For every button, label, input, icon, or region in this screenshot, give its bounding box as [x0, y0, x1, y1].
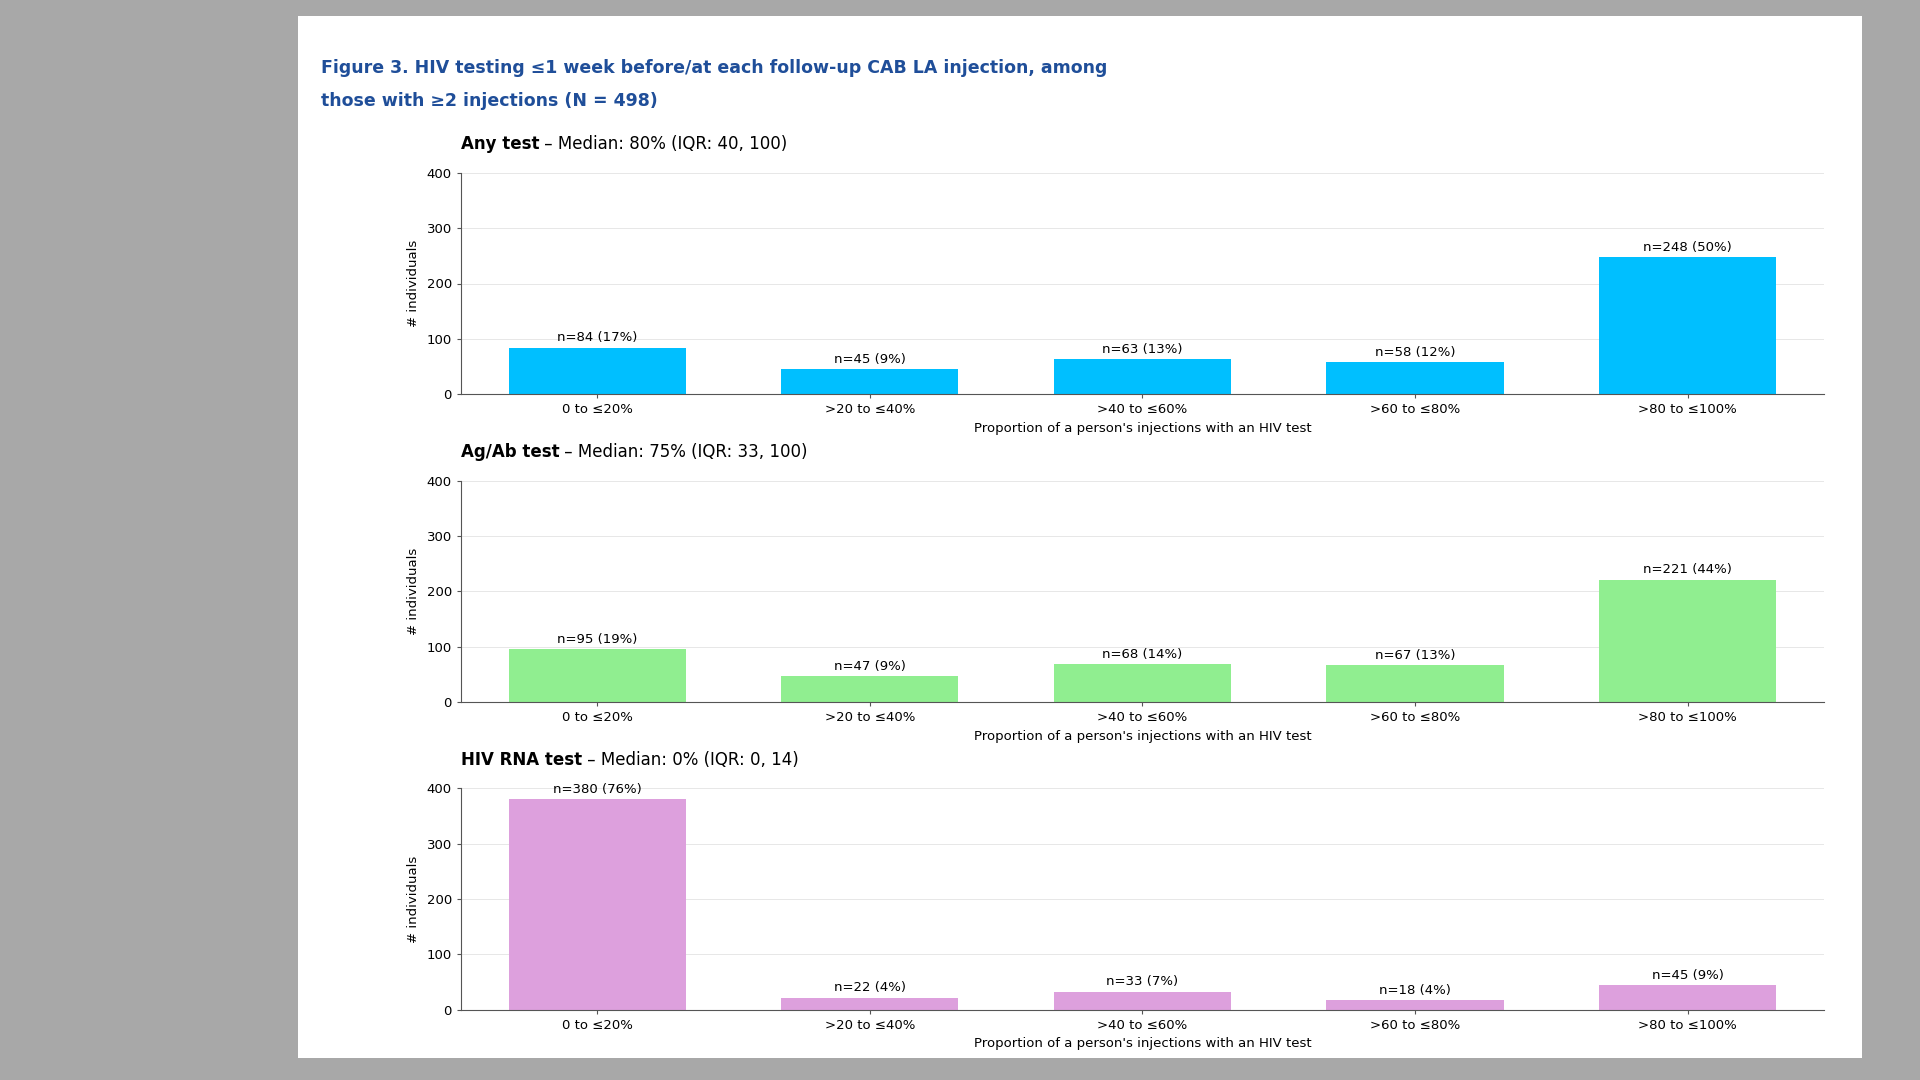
Bar: [1327, 362, 1503, 394]
Text: n=380 (76%): n=380 (76%): [553, 783, 641, 796]
Text: – Median: 75% (IQR: 33, 100): – Median: 75% (IQR: 33, 100): [559, 443, 808, 461]
Bar: [1327, 1000, 1503, 1010]
X-axis label: Proportion of a person's injections with an HIV test: Proportion of a person's injections with…: [973, 730, 1311, 743]
Text: n=58 (12%): n=58 (12%): [1375, 346, 1455, 359]
Bar: [781, 369, 958, 394]
Text: n=33 (7%): n=33 (7%): [1106, 975, 1179, 988]
Text: Any test: Any test: [461, 135, 540, 153]
Bar: [1327, 665, 1503, 702]
Bar: [509, 649, 685, 702]
Text: Figure 3. HIV testing ≤1 week before/at each follow-up CAB LA injection, among: Figure 3. HIV testing ≤1 week before/at …: [321, 59, 1108, 78]
Text: n=95 (19%): n=95 (19%): [557, 633, 637, 646]
Text: – Median: 80% (IQR: 40, 100): – Median: 80% (IQR: 40, 100): [540, 135, 787, 153]
Text: n=47 (9%): n=47 (9%): [833, 660, 906, 673]
Text: n=45 (9%): n=45 (9%): [1651, 969, 1724, 982]
Text: Ag/Ab test: Ag/Ab test: [461, 443, 559, 461]
Text: n=221 (44%): n=221 (44%): [1644, 564, 1732, 577]
Bar: [781, 676, 958, 702]
Text: n=84 (17%): n=84 (17%): [557, 332, 637, 345]
Text: n=18 (4%): n=18 (4%): [1379, 984, 1452, 997]
Text: n=63 (13%): n=63 (13%): [1102, 343, 1183, 356]
Text: – Median: 0% (IQR: 0, 14): – Median: 0% (IQR: 0, 14): [582, 751, 799, 769]
Text: n=68 (14%): n=68 (14%): [1102, 648, 1183, 661]
Y-axis label: # individuals: # individuals: [407, 240, 420, 327]
Bar: [509, 348, 685, 394]
Bar: [1054, 664, 1231, 702]
Text: n=45 (9%): n=45 (9%): [833, 353, 906, 366]
Text: n=67 (13%): n=67 (13%): [1375, 649, 1455, 662]
Bar: [509, 799, 685, 1010]
X-axis label: Proportion of a person's injections with an HIV test: Proportion of a person's injections with…: [973, 1038, 1311, 1051]
Y-axis label: # individuals: # individuals: [407, 855, 420, 943]
X-axis label: Proportion of a person's injections with an HIV test: Proportion of a person's injections with…: [973, 422, 1311, 435]
Text: those with ≥2 injections (N = 498): those with ≥2 injections (N = 498): [321, 92, 657, 110]
Text: HIV RNA test: HIV RNA test: [461, 751, 582, 769]
Bar: [1599, 580, 1776, 702]
Bar: [1054, 360, 1231, 394]
Bar: [781, 998, 958, 1010]
Y-axis label: # individuals: # individuals: [407, 548, 420, 635]
Bar: [1599, 257, 1776, 394]
Bar: [1599, 985, 1776, 1010]
Text: n=22 (4%): n=22 (4%): [833, 982, 906, 995]
Bar: [1054, 991, 1231, 1010]
Text: n=248 (50%): n=248 (50%): [1644, 241, 1732, 254]
